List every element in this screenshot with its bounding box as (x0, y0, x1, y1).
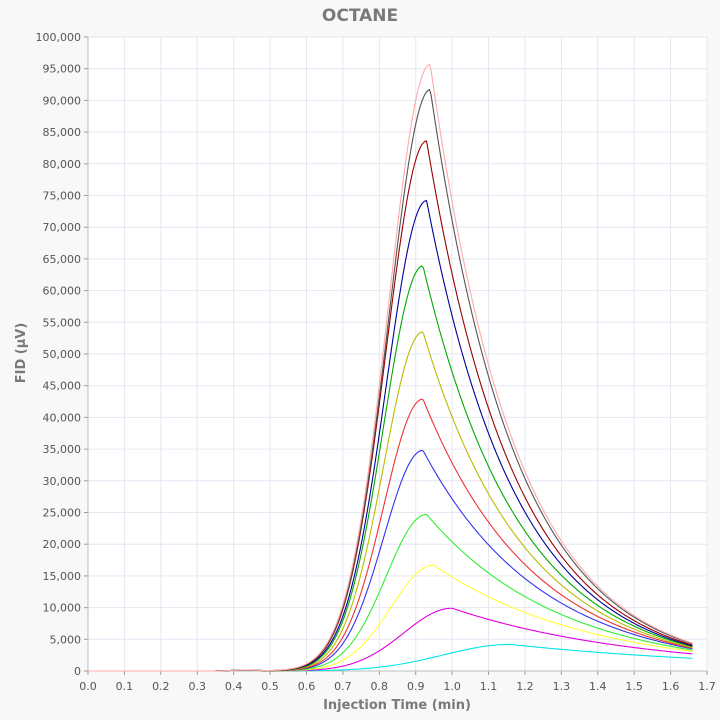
x-tick-label: 0.1 (116, 680, 134, 693)
x-tick-label: 1.1 (480, 680, 498, 693)
y-tick-label: 35,000 (43, 443, 82, 456)
y-tick-label: 30,000 (43, 475, 82, 488)
x-tick-label: 0.0 (79, 680, 97, 693)
y-tick-label: 5,000 (50, 633, 82, 646)
y-tick-label: 10,000 (43, 602, 82, 615)
y-tick-label: 40,000 (43, 411, 82, 424)
x-tick-label: 1.7 (698, 680, 716, 693)
x-tick-label: 1.0 (443, 680, 461, 693)
y-tick-label: 75,000 (43, 190, 82, 203)
y-tick-label: 55,000 (43, 316, 82, 329)
x-tick-label: 1.5 (625, 680, 643, 693)
x-tick-label: 0.5 (261, 680, 279, 693)
y-tick-label: 20,000 (43, 538, 82, 551)
x-tick-label: 0.7 (334, 680, 352, 693)
series-line (88, 63, 693, 672)
x-tick-label: 0.2 (152, 680, 170, 693)
y-tick-label: 25,000 (43, 507, 82, 520)
y-tick-label: 65,000 (43, 253, 82, 266)
x-tick-label: 1.2 (516, 680, 534, 693)
x-tick-label: 0.4 (225, 680, 243, 693)
y-tick-label: 50,000 (43, 348, 82, 361)
y-tick-label: 80,000 (43, 158, 82, 171)
y-tick-label: 85,000 (43, 126, 82, 139)
y-tick-label: 70,000 (43, 221, 82, 234)
y-tick-label: 100,000 (36, 31, 82, 44)
y-tick-label: 0 (74, 665, 81, 678)
y-axis-title: FID (µV) (14, 323, 29, 384)
series-lines (88, 63, 693, 672)
x-tick-label: 1.6 (662, 680, 680, 693)
x-tick-label: 1.3 (553, 680, 571, 693)
x-axis-title: Injection Time (min) (323, 698, 471, 713)
x-tick-label: 0.3 (188, 680, 206, 693)
chart-title: OCTANE (322, 6, 398, 26)
y-tick-label: 15,000 (43, 570, 82, 583)
x-tick-label: 0.6 (298, 680, 316, 693)
y-tick-label: 45,000 (43, 380, 82, 393)
x-tick-label: 1.4 (589, 680, 607, 693)
y-tick-label: 90,000 (43, 94, 82, 107)
y-tick-label: 60,000 (43, 285, 82, 298)
y-tick-label: 95,000 (43, 63, 82, 76)
grid (87, 36, 708, 672)
x-tick-label: 0.8 (371, 680, 389, 693)
x-tick-label: 0.9 (407, 680, 425, 693)
